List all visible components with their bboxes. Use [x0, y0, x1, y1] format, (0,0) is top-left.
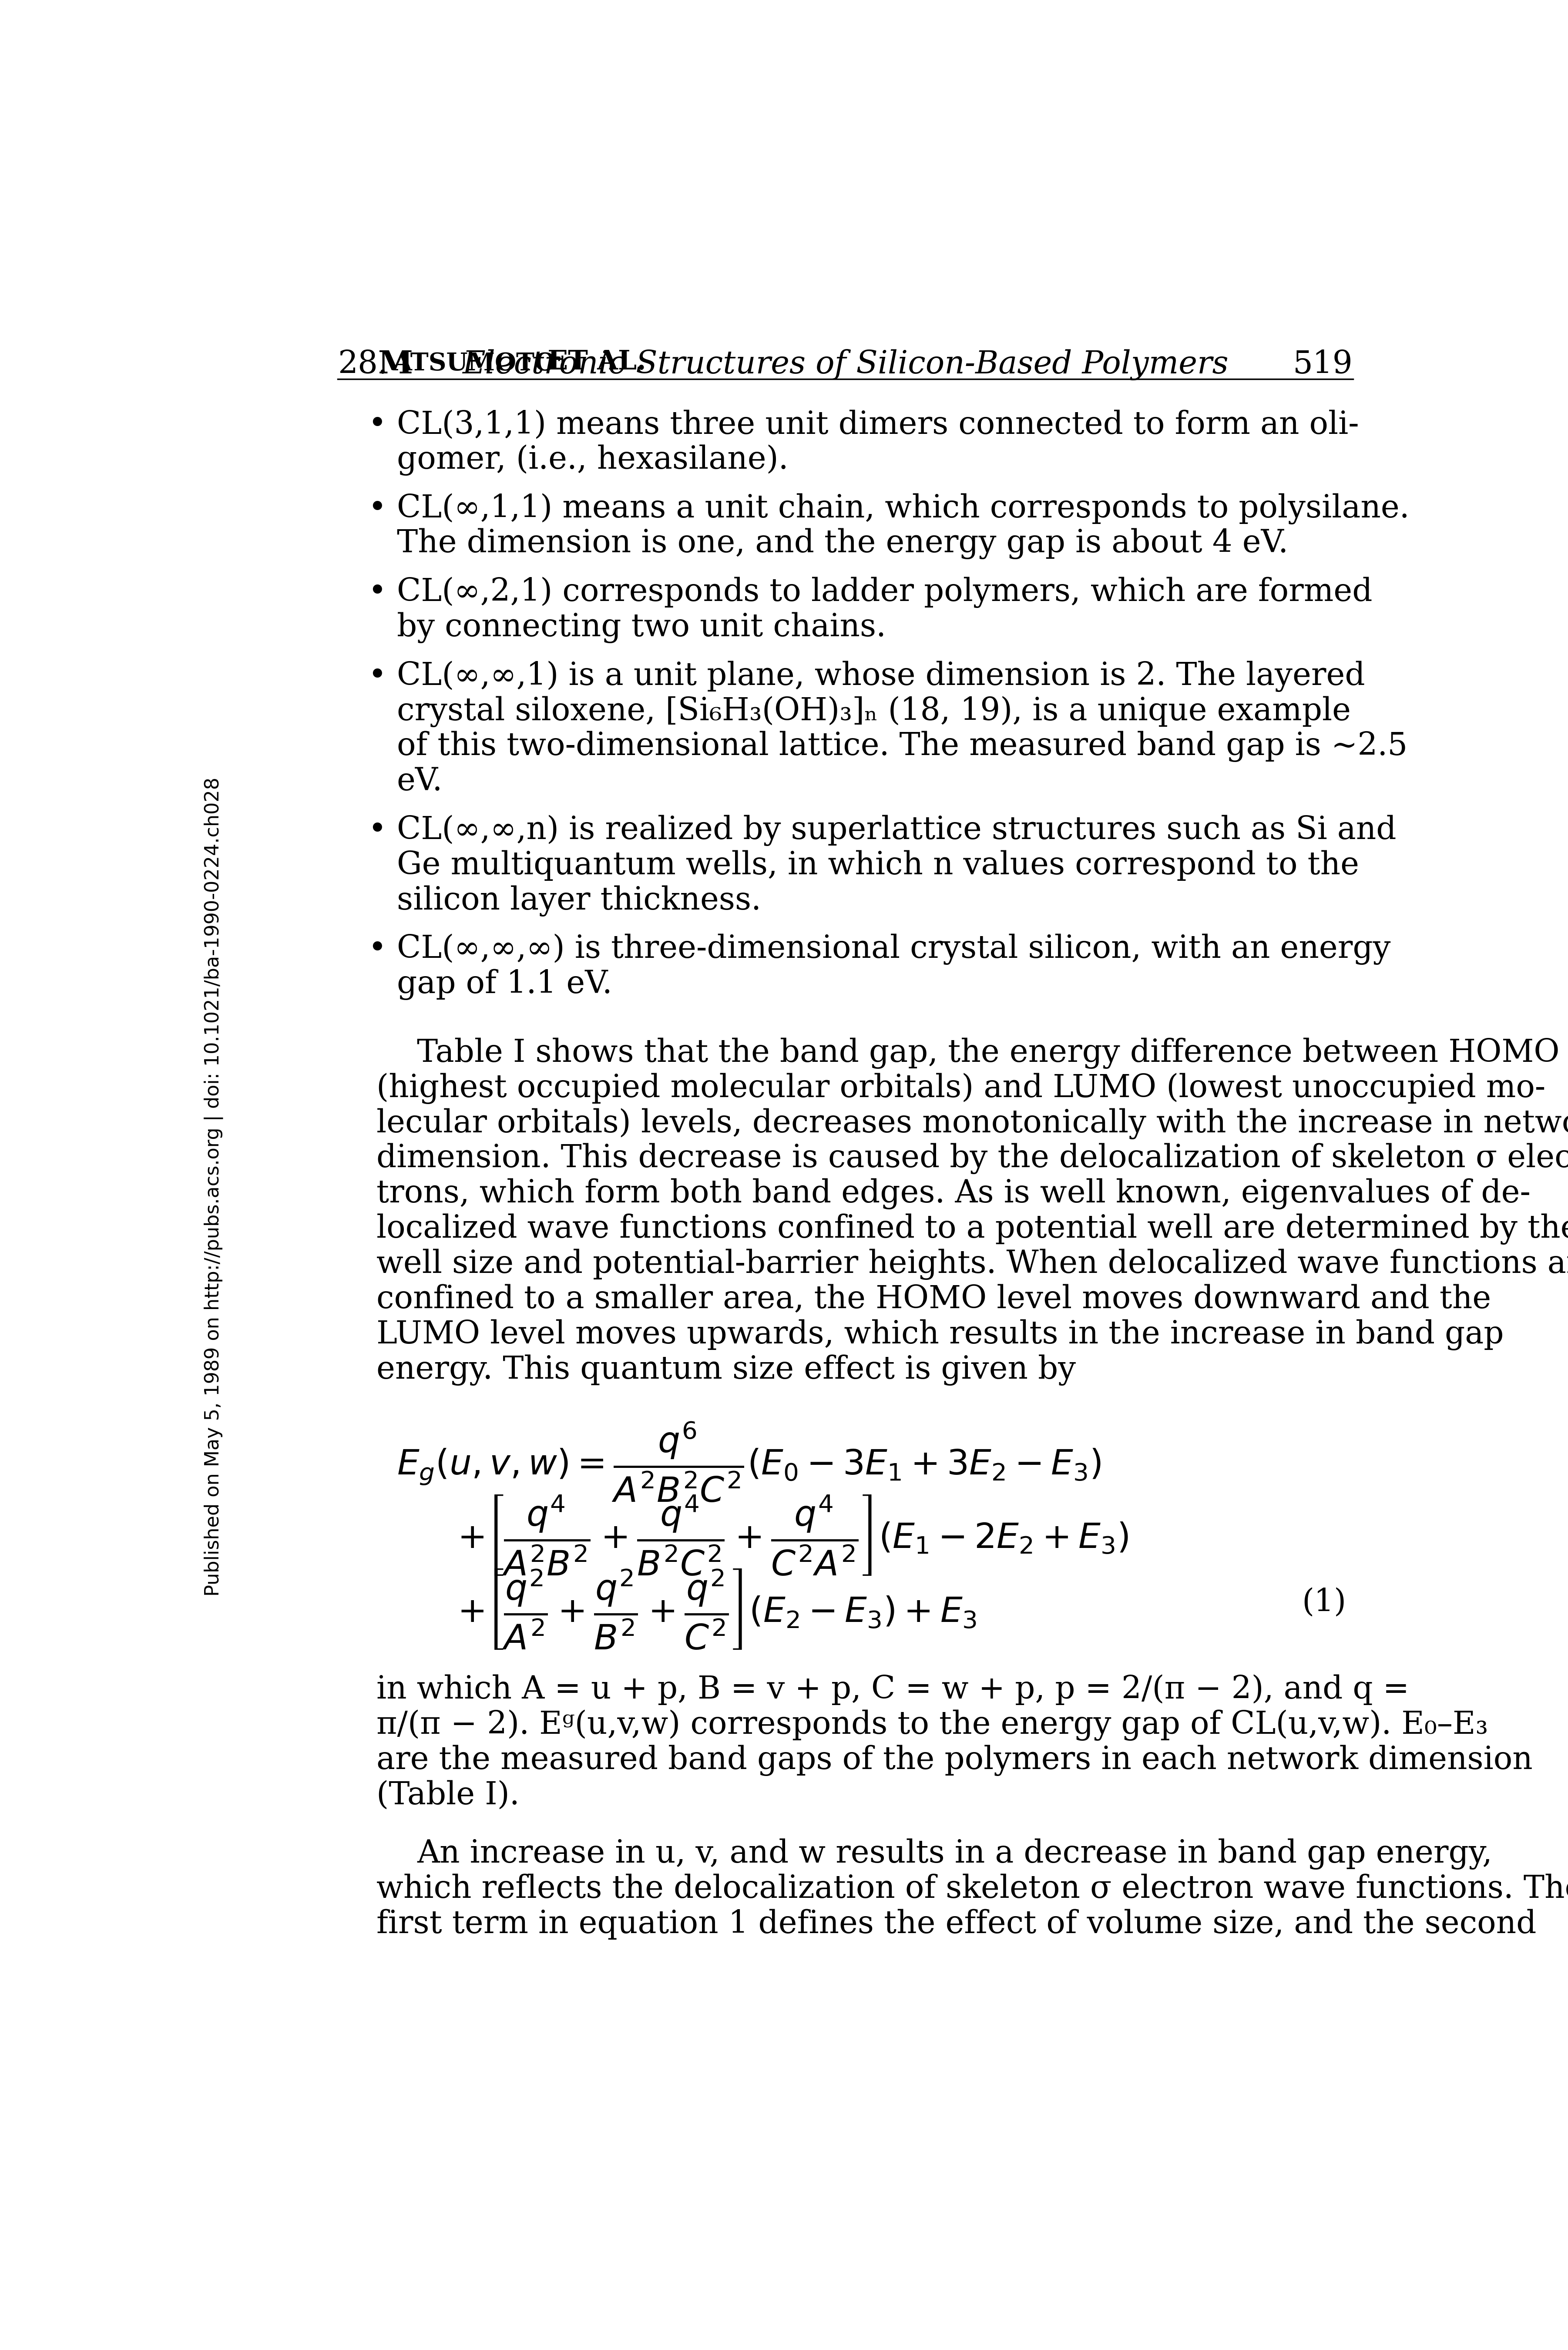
Text: 28.: 28. [337, 350, 387, 381]
Text: (1): (1) [1301, 1586, 1345, 1617]
Text: trons, which form both band edges. As is well known, eigenvalues of de-: trons, which form both band edges. As is… [376, 1177, 1530, 1210]
Text: $+ \left[\dfrac{q^4}{A^2B^2} + \dfrac{q^4}{B^2C^2} + \dfrac{q^4}{C^2A^2}\right] : $+ \left[\dfrac{q^4}{A^2B^2} + \dfrac{q^… [458, 1492, 1129, 1577]
Text: (Table I).: (Table I). [376, 1779, 519, 1810]
Text: which reflects the delocalization of skeleton σ electron wave functions. The: which reflects the delocalization of ske… [376, 1873, 1568, 1904]
Text: •: • [368, 494, 387, 524]
Text: by connecting two unit chains.: by connecting two unit chains. [397, 611, 886, 644]
Text: dimension. This decrease is caused by the delocalization of skeleton σ elec-: dimension. This decrease is caused by th… [376, 1142, 1568, 1175]
Text: π/(π − 2). Eᵍ(u,v,w) corresponds to the energy gap of CL(u,v,w). E₀–E₃: π/(π − 2). Eᵍ(u,v,w) corresponds to the … [376, 1708, 1488, 1741]
Text: •: • [368, 409, 387, 439]
Text: An increase in u, v, and w results in a decrease in band gap energy,: An increase in u, v, and w results in a … [417, 1838, 1493, 1871]
Text: LUMO level moves upwards, which results in the increase in band gap: LUMO level moves upwards, which results … [376, 1318, 1504, 1351]
Text: •: • [368, 576, 387, 609]
Text: Table I shows that the band gap, the energy difference between HOMO: Table I shows that the band gap, the ene… [417, 1039, 1560, 1069]
Text: first term in equation 1 defines the effect of volume size, and the second: first term in equation 1 defines the eff… [376, 1908, 1537, 1939]
Text: confined to a smaller area, the HOMO level moves downward and the: confined to a smaller area, the HOMO lev… [376, 1283, 1491, 1314]
Text: Electronic Structures of Silicon-Based Polymers: Electronic Structures of Silicon-Based P… [463, 350, 1228, 381]
Text: Published on May 5, 1989 on http://pubs.acs.org | doi: 10.1021/ba-1990-0224.ch02: Published on May 5, 1989 on http://pubs.… [204, 778, 223, 1596]
Text: (highest occupied molecular orbitals) and LUMO (lowest unoccupied mo-: (highest occupied molecular orbitals) an… [376, 1074, 1546, 1104]
Text: •: • [368, 933, 387, 964]
Text: gomer, (i.e., hexasilane).: gomer, (i.e., hexasilane). [397, 444, 789, 475]
Text: ET AL.: ET AL. [538, 350, 646, 376]
Text: are the measured band gaps of the polymers in each network dimension: are the measured band gaps of the polyme… [376, 1744, 1532, 1777]
Text: Ge multiquantum wells, in which n values correspond to the: Ge multiquantum wells, in which n values… [397, 851, 1359, 881]
Text: $+ \left[\dfrac{q^2}{A^2} + \dfrac{q^2}{B^2} + \dfrac{q^2}{C^2}\right] (E_2 - E_: $+ \left[\dfrac{q^2}{A^2} + \dfrac{q^2}{… [458, 1567, 977, 1652]
Text: •: • [368, 815, 387, 846]
Text: ATSUMOTO: ATSUMOTO [392, 352, 555, 376]
Text: The dimension is one, and the energy gap is about 4 eV.: The dimension is one, and the energy gap… [397, 529, 1287, 559]
Text: crystal siloxene, [Si₆H₃(OH)₃]ₙ (18, 19), is a unique example: crystal siloxene, [Si₆H₃(OH)₃]ₙ (18, 19)… [397, 696, 1350, 726]
Text: CL(∞,∞,∞) is three-dimensional crystal silicon, with an energy: CL(∞,∞,∞) is three-dimensional crystal s… [397, 933, 1391, 966]
Text: energy. This quantum size effect is given by: energy. This quantum size effect is give… [376, 1354, 1076, 1386]
Text: in which A = u + p, B = v + p, C = w + p, p = 2/(π − 2), and q =: in which A = u + p, B = v + p, C = w + p… [376, 1673, 1410, 1706]
Text: eV.: eV. [397, 766, 442, 797]
Text: silicon layer thickness.: silicon layer thickness. [397, 886, 760, 916]
Text: CL(∞,∞,1) is a unit plane, whose dimension is 2. The layered: CL(∞,∞,1) is a unit plane, whose dimensi… [397, 660, 1364, 691]
Text: CL(∞,1,1) means a unit chain, which corresponds to polysilane.: CL(∞,1,1) means a unit chain, which corr… [397, 494, 1410, 524]
Text: 519: 519 [1294, 350, 1353, 381]
Text: of this two-dimensional lattice. The measured band gap is ∼2.5: of this two-dimensional lattice. The mea… [397, 731, 1408, 761]
Text: $E_g(u,v,w) = \dfrac{q^6}{A^2B^2C^2} (E_0 - 3E_1 + 3E_2 - E_3)$: $E_g(u,v,w) = \dfrac{q^6}{A^2B^2C^2} (E_… [397, 1419, 1101, 1504]
Text: CL(3,1,1) means three unit dimers connected to form an oli-: CL(3,1,1) means three unit dimers connec… [397, 409, 1359, 439]
Text: CL(∞,∞,n) is realized by superlattice structures such as Si and: CL(∞,∞,n) is realized by superlattice st… [397, 815, 1396, 846]
Text: M: M [378, 350, 412, 381]
Text: •: • [368, 660, 387, 691]
Text: gap of 1.1 eV.: gap of 1.1 eV. [397, 968, 612, 1001]
Text: localized wave functions confined to a potential well are determined by the: localized wave functions confined to a p… [376, 1213, 1568, 1246]
Text: lecular orbitals) levels, decreases monotonically with the increase in network: lecular orbitals) levels, decreases mono… [376, 1107, 1568, 1140]
Text: CL(∞,2,1) corresponds to ladder polymers, which are formed: CL(∞,2,1) corresponds to ladder polymers… [397, 576, 1372, 609]
Text: well size and potential-barrier heights. When delocalized wave functions are: well size and potential-barrier heights.… [376, 1248, 1568, 1281]
